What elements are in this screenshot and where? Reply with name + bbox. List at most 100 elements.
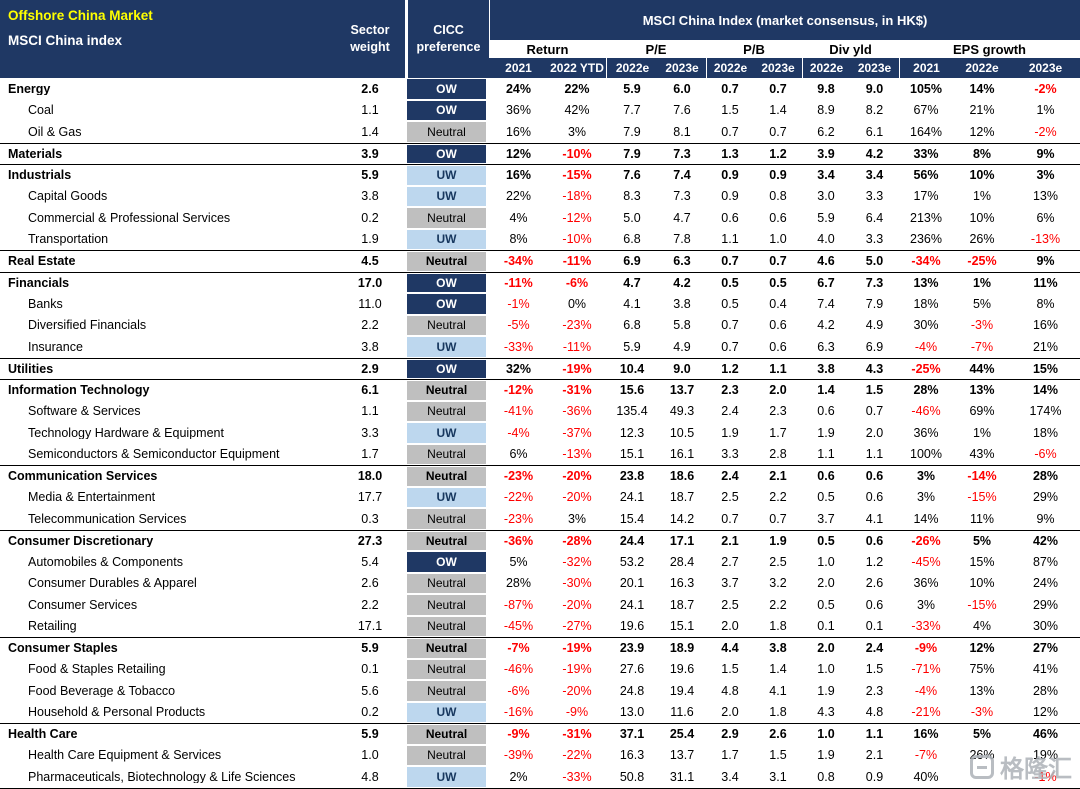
cell-p-b-2022e: 0.5 xyxy=(721,296,739,311)
sector-name: Pharmaceuticals, Biotechnology & Life Sc… xyxy=(28,770,296,783)
cell-p-e-2022e: 15.6 xyxy=(619,383,645,397)
cell-return-2021: -9% xyxy=(507,727,530,741)
cell-p-b-2022e: 2.4 xyxy=(721,404,739,418)
cell-div-yld-2022e: 7.4 xyxy=(817,296,835,311)
cell-p-b-2023e: 2.0 xyxy=(769,383,787,397)
cell-eps-growth-2021: 33% xyxy=(913,146,939,161)
cell-eps-growth-2021: -34% xyxy=(911,254,941,268)
cell-eps-growth-2021: 17% xyxy=(913,189,939,203)
cell-div-yld-2022e: 6.3 xyxy=(817,339,835,354)
row-automobiles-components: Automobiles & Components 5.4 OW 5% -32% 53.2 2… xyxy=(0,551,1080,573)
cell-eps-growth-2023e: 3% xyxy=(1036,168,1055,182)
cell-eps-growth-2021: -25% xyxy=(911,361,941,376)
cell-eps-growth-2023e: -13% xyxy=(1030,232,1061,246)
cell-div-yld-2023e: 2.0 xyxy=(865,425,884,440)
row-semiconductors-semiconductor-equipment: Semiconductors & Semiconductor Equipment… xyxy=(0,444,1080,466)
sector-weight: 0.3 xyxy=(361,511,379,526)
cell-div-yld-2023e: 0.6 xyxy=(865,490,884,504)
cell-eps-growth-2023e: 13% xyxy=(1032,189,1059,203)
cell-div-yld-2022e: 5.9 xyxy=(817,210,835,225)
cell-p-e-2023e: 49.3 xyxy=(669,404,695,418)
cell-p-b-2023e: 0.9 xyxy=(769,168,787,182)
cell-return-2022-ytd: -12% xyxy=(562,210,592,225)
preference-badge-neutral: Neutral xyxy=(407,315,486,335)
preference-cell: OW xyxy=(405,293,489,315)
cell-eps-growth-2022e: 75% xyxy=(969,662,995,676)
cell-p-b-2022e: 0.6 xyxy=(721,210,739,225)
cell-eps-growth-2021: -33% xyxy=(911,619,941,633)
cell-p-b-2022e: 2.0 xyxy=(721,619,739,633)
cell-eps-growth-2021: 105% xyxy=(910,81,942,96)
row-materials: Materials 3.9 OW 12% -10% 7.9 7.3 1.3 1.2 3.9 4.2 3… xyxy=(0,142,1080,165)
cell-return-2022-ytd: -13% xyxy=(562,447,592,461)
sector-weight: 1.1 xyxy=(361,404,379,418)
preference-cell: Neutral xyxy=(405,251,489,272)
cell-eps-growth-2023e: 6% xyxy=(1036,210,1055,225)
preference-cell: Neutral xyxy=(405,380,489,401)
cell-div-yld-2023e: 9.0 xyxy=(865,81,884,96)
cell-eps-growth-2022e: 10% xyxy=(969,168,995,182)
cell-eps-growth-2021: -4% xyxy=(914,683,938,698)
sector-name: Communication Services xyxy=(8,470,158,483)
cell-div-yld-2023e: 4.3 xyxy=(865,361,884,376)
cell-div-yld-2022e: 3.8 xyxy=(817,361,835,376)
cell-p-e-2023e: 4.9 xyxy=(673,339,691,354)
cell-return-2021: 28% xyxy=(505,576,532,590)
cell-p-e-2022e: 12.3 xyxy=(619,425,645,440)
preference-badge-ow: OW xyxy=(407,144,486,163)
cell-p-b-2023e: 0.6 xyxy=(769,318,787,332)
cell-p-b-2023e: 0.7 xyxy=(769,124,787,139)
column-header-cicc-preference: CICC preference xyxy=(408,0,489,78)
cell-p-e-2022e: 24.1 xyxy=(619,597,645,612)
cell-div-yld-2022e: 0.5 xyxy=(817,533,835,548)
cell-eps-growth-2023e: 9% xyxy=(1036,254,1055,268)
sector-name: Commercial & Professional Services xyxy=(28,211,231,224)
cell-return-2021: -4% xyxy=(507,425,530,440)
report-title-block: Offshore China Market MSCI China index xyxy=(0,0,335,78)
row-consumer-discretionary: Consumer Discretionary 27.3 Neutral -36% -28… xyxy=(0,529,1080,552)
cell-return-2021: -33% xyxy=(503,339,534,354)
cell-p-e-2023e: 8.1 xyxy=(673,124,691,139)
preference-badge-ow: OW xyxy=(407,359,486,378)
preference-cell: UW xyxy=(405,229,489,251)
preference-cell: UW xyxy=(405,422,489,444)
cell-eps-growth-2022e: -7% xyxy=(970,339,994,354)
cell-p-e-2023e: 16.1 xyxy=(669,447,695,461)
cell-div-yld-2023e: 0.6 xyxy=(865,469,884,483)
cell-return-2021: -36% xyxy=(503,533,534,548)
cell-div-yld-2023e: 7.9 xyxy=(865,296,884,311)
cell-eps-growth-2021: 3% xyxy=(916,469,936,483)
cell-p-e-2022e: 37.1 xyxy=(619,727,645,741)
cell-return-2021: -41% xyxy=(503,404,534,418)
cell-p-b-2023e: 0.5 xyxy=(769,275,787,290)
cell-eps-growth-2022e: 13% xyxy=(969,683,995,698)
cell-p-b-2022e: 0.7 xyxy=(721,339,739,354)
preference-cell: UW xyxy=(405,766,489,788)
cell-p-e-2022e: 5.9 xyxy=(623,81,641,96)
cell-p-e-2022e: 20.1 xyxy=(619,576,645,590)
row-technology-hardware-equipment: Technology Hardware & Equipment 3.3 UW -4% -… xyxy=(0,422,1080,444)
cell-return-2021: -46% xyxy=(503,662,534,676)
cell-p-e-2023e: 4.2 xyxy=(673,275,691,290)
cell-p-e-2022e: 6.9 xyxy=(623,254,641,268)
cell-eps-growth-2021: 213% xyxy=(910,210,942,225)
sector-weight: 4.5 xyxy=(361,254,379,268)
cell-p-e-2022e: 4.7 xyxy=(623,275,641,290)
cell-eps-growth-2021: 3% xyxy=(916,597,936,612)
cell-eps-growth-2021: -4% xyxy=(914,339,938,354)
sector-name: Consumer Durables & Apparel xyxy=(28,577,197,590)
cell-p-e-2022e: 24.4 xyxy=(619,533,645,548)
cell-eps-growth-2022e: -3% xyxy=(970,318,994,332)
cell-eps-growth-2023e: 28% xyxy=(1032,469,1059,483)
sector-name: Consumer Services xyxy=(28,598,138,611)
sector-weight: 5.9 xyxy=(361,641,379,655)
cell-div-yld-2022e: 1.9 xyxy=(817,425,835,440)
cell-div-yld-2022e: 2.0 xyxy=(817,641,835,655)
cell-div-yld-2023e: 6.1 xyxy=(865,124,884,139)
cell-p-e-2023e: 7.4 xyxy=(673,168,691,182)
sector-name: Industrials xyxy=(8,169,72,182)
preference-cell: OW xyxy=(405,78,489,100)
preference-cell: OW xyxy=(405,144,489,165)
cell-eps-growth-2021: -71% xyxy=(911,662,941,676)
cell-p-b-2023e: 2.5 xyxy=(769,554,787,569)
